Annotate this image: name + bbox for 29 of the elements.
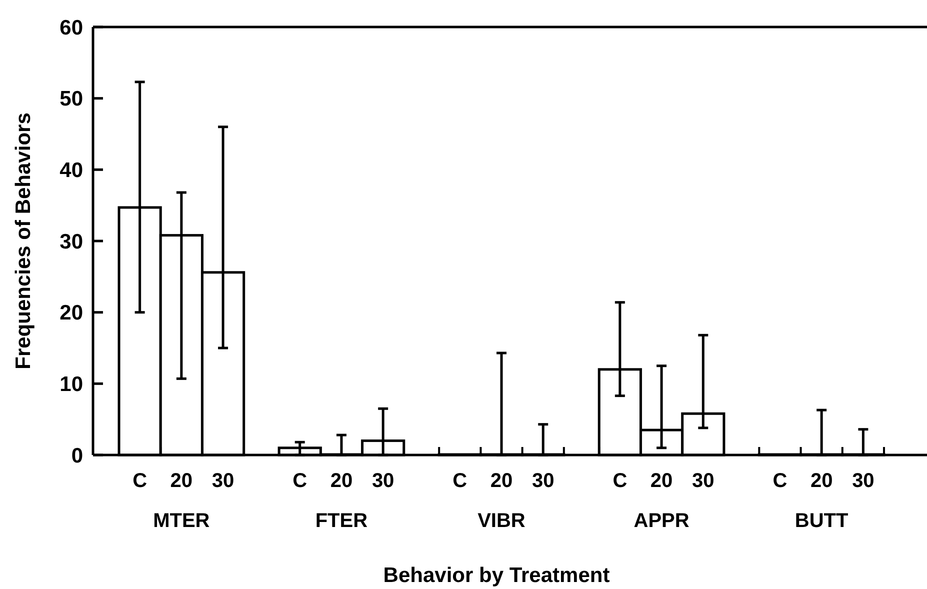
text: 30 bbox=[852, 470, 874, 492]
text: C bbox=[612, 470, 628, 492]
text: 20 bbox=[490, 470, 513, 492]
y-tick-label: 30 bbox=[60, 230, 83, 254]
x-axis-title: Behavior by Treatment bbox=[383, 564, 610, 587]
legend-label: C bbox=[132, 470, 148, 492]
x-tick-label: FTER bbox=[315, 510, 368, 532]
legend-label: 30 bbox=[212, 470, 234, 492]
x-tick-label: APPR bbox=[634, 510, 690, 532]
y-tick-label: 60 bbox=[60, 16, 83, 40]
y-tick-label: 10 bbox=[60, 373, 83, 396]
text: 20 bbox=[330, 470, 353, 492]
text: 20 bbox=[810, 470, 833, 492]
text: 30 bbox=[372, 470, 394, 492]
y-tick-label: 50 bbox=[60, 88, 83, 111]
text: 30 bbox=[692, 470, 714, 492]
y-axis-title: Frequencies of Behaviors bbox=[12, 112, 35, 370]
text: C bbox=[292, 470, 308, 492]
x-tick-label: MTER bbox=[153, 510, 210, 532]
legend-label: 20 bbox=[170, 470, 193, 492]
x-tick-label: BUTT bbox=[794, 510, 848, 532]
x-tick-label: VIBR bbox=[478, 510, 526, 532]
y-tick-label: 0 bbox=[71, 444, 83, 468]
text: 30 bbox=[532, 470, 554, 492]
text: 20 bbox=[650, 470, 673, 492]
text: C bbox=[452, 470, 468, 492]
text: C bbox=[772, 470, 788, 492]
y-tick-label: 40 bbox=[60, 159, 83, 182]
y-tick-label: 20 bbox=[60, 302, 83, 325]
